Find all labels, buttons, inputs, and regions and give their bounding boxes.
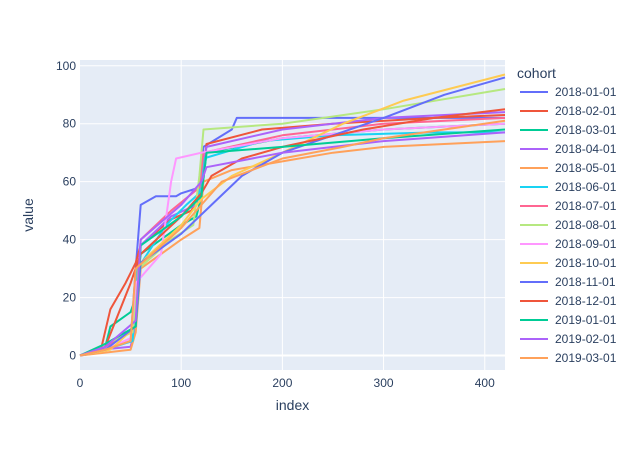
grid — [80, 60, 505, 370]
legend: cohort 2018-01-01 2018-02-01 2018-03-01 201… — [517, 65, 617, 365]
x-tick-label: 100 — [171, 376, 191, 390]
x-axis-title: index — [276, 397, 309, 413]
legend-item-2018-06-01[interactable]: 2018-06-01 — [520, 180, 617, 194]
x-tick-label: 200 — [272, 376, 292, 390]
y-tick-label: 0 — [69, 349, 76, 363]
legend-label: 2018-09-01 — [555, 237, 617, 251]
y-axis-title: value — [20, 198, 36, 232]
legend-item-2018-12-01[interactable]: 2018-12-01 — [520, 294, 617, 308]
legend-label: 2018-11-01 — [555, 275, 616, 289]
y-tick-label: 20 — [63, 291, 77, 305]
x-tick-label: 0 — [77, 376, 84, 390]
series-lines — [79, 73, 506, 357]
legend-item-2018-11-01[interactable]: 2018-11-01 — [520, 275, 616, 289]
legend-item-2018-03-01[interactable]: 2018-03-01 — [520, 123, 617, 137]
legend-item-2018-05-01[interactable]: 2018-05-01 — [520, 161, 617, 175]
legend-label: 2018-02-01 — [555, 104, 617, 118]
legend-label: 2018-12-01 — [555, 294, 617, 308]
x-axis-ticks: 0 100 200 300 400 — [77, 376, 495, 390]
legend-label: 2018-05-01 — [555, 161, 617, 175]
legend-label: 2019-02-01 — [555, 332, 617, 346]
series-line-2018-04-01 — [79, 111, 506, 357]
series-line-2019-01-01 — [79, 128, 506, 357]
plot-background — [80, 60, 505, 370]
legend-label: 2018-03-01 — [555, 123, 617, 137]
legend-label: 2018-01-01 — [555, 85, 617, 99]
series-line-2018-10-01 — [79, 73, 506, 357]
legend-label: 2018-04-01 — [555, 142, 617, 156]
legend-label: 2018-06-01 — [555, 180, 617, 194]
series-line-2019-02-01 — [79, 131, 506, 357]
legend-label: 2019-01-01 — [555, 313, 617, 327]
legend-item-2019-01-01[interactable]: 2019-01-01 — [520, 313, 617, 327]
series-line-2018-09-01 — [79, 122, 506, 357]
series-line-2018-05-01 — [79, 140, 506, 357]
x-tick-label: 300 — [374, 376, 394, 390]
x-tick-label: 400 — [475, 376, 495, 390]
legend-item-2018-01-01[interactable]: 2018-01-01 — [520, 85, 617, 99]
y-tick-label: 60 — [63, 175, 77, 189]
legend-item-2018-08-01[interactable]: 2018-08-01 — [520, 218, 617, 232]
legend-item-2018-10-01[interactable]: 2018-10-01 — [520, 256, 617, 270]
legend-item-2018-04-01[interactable]: 2018-04-01 — [520, 142, 617, 156]
y-tick-label: 80 — [63, 117, 77, 131]
legend-label: 2018-10-01 — [555, 256, 617, 270]
legend-item-2019-02-01[interactable]: 2019-02-01 — [520, 332, 617, 346]
series-line-2018-12-01 — [79, 108, 506, 357]
series-line-2019-03-01 — [79, 119, 506, 357]
legend-item-2019-03-01[interactable]: 2019-03-01 — [520, 351, 617, 365]
legend-label: 2018-07-01 — [555, 199, 617, 213]
y-tick-label: 40 — [63, 233, 77, 247]
legend-title: cohort — [517, 65, 556, 81]
legend-item-2018-09-01[interactable]: 2018-09-01 — [520, 237, 617, 251]
legend-label: 2019-03-01 — [555, 351, 617, 365]
legend-label: 2018-08-01 — [555, 218, 617, 232]
y-tick-label: 100 — [56, 59, 76, 73]
legend-item-2018-07-01[interactable]: 2018-07-01 — [520, 199, 617, 213]
y-axis-ticks: 0 20 40 60 80 100 — [56, 59, 76, 363]
legend-item-2018-02-01[interactable]: 2018-02-01 — [520, 104, 617, 118]
